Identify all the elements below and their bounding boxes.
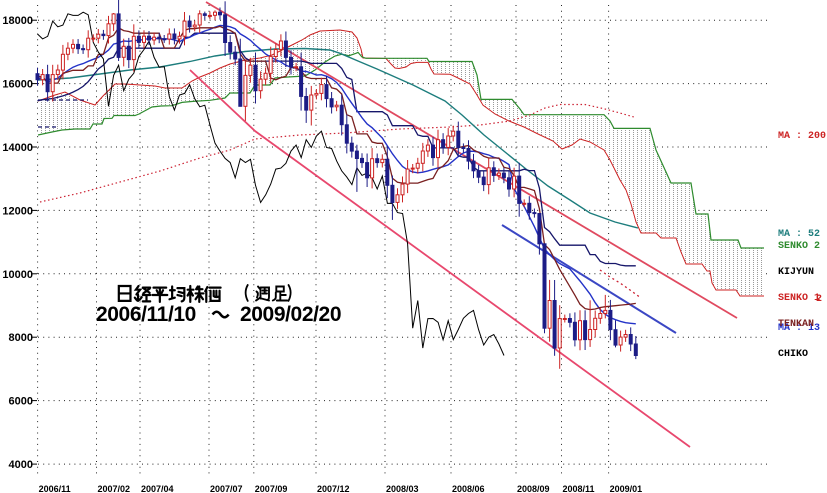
svg-text:2: 2 (816, 294, 822, 305)
svg-text:2007/09: 2007/09 (255, 484, 288, 493)
svg-text:2009/01: 2009/01 (610, 484, 643, 493)
svg-text:TENKAN: TENKAN (778, 319, 814, 330)
svg-text:18000: 18000 (2, 15, 33, 27)
svg-text:2006/11: 2006/11 (39, 484, 71, 493)
svg-text:6000: 6000 (9, 396, 33, 408)
svg-text:8000: 8000 (9, 332, 33, 344)
svg-text:2009/02/20: 2009/02/20 (240, 303, 341, 326)
svg-text:2007/04: 2007/04 (141, 484, 174, 493)
svg-text:2008/11: 2008/11 (563, 484, 595, 493)
svg-text:CHIKO: CHIKO (778, 349, 808, 360)
svg-text:16000: 16000 (2, 79, 33, 91)
svg-text:MA : 52: MA : 52 (778, 229, 820, 240)
svg-text:2008/03: 2008/03 (386, 484, 419, 493)
svg-text:2007/02: 2007/02 (98, 484, 131, 493)
svg-text:2007/12: 2007/12 (317, 484, 350, 493)
svg-text:MA : 200: MA : 200 (778, 131, 826, 142)
svg-text:14000: 14000 (2, 142, 33, 154)
svg-text:10000: 10000 (2, 269, 33, 281)
svg-text:2008/09: 2008/09 (517, 484, 550, 493)
svg-text:SENKO 1: SENKO 1 (778, 293, 820, 304)
svg-text:2008/06: 2008/06 (452, 484, 485, 493)
svg-text:2006/11/10: 2006/11/10 (96, 303, 196, 326)
svg-text:SENKO 2: SENKO 2 (778, 241, 820, 252)
svg-text:12000: 12000 (2, 205, 33, 217)
svg-text:KIJYUN: KIJYUN (778, 267, 814, 278)
svg-text:2007/07: 2007/07 (210, 484, 243, 493)
svg-text:4000: 4000 (9, 459, 33, 471)
svg-text:MA : 13: MA : 13 (778, 323, 820, 334)
